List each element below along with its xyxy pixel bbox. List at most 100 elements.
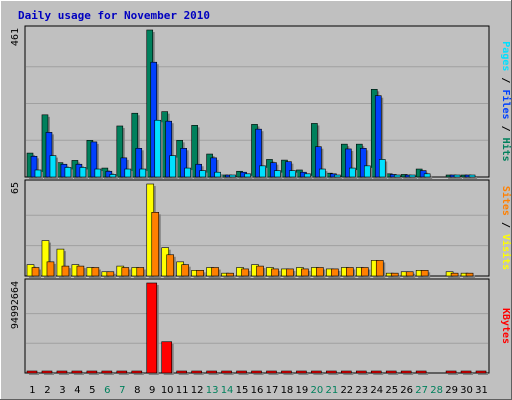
kbytes-bar-kbytes-day-14-shadow	[223, 373, 234, 375]
visits-sites-bar-sites-day-9	[151, 212, 160, 277]
kbytes-bar-kbytes-day-19-shadow	[298, 373, 309, 375]
kbytes-bar-kbytes-day-10	[161, 341, 173, 374]
day-label-4: 4	[74, 385, 80, 396]
hits-files-pages-bar-files-day-7	[120, 157, 128, 178]
kbytes-bar-kbytes-day-20-shadow	[313, 373, 324, 375]
kbytes-bar-kbytes-day-3	[56, 370, 68, 374]
hits-files-pages-bar-files-day-2	[45, 132, 53, 178]
hits-files-pages-bar-hits-day-26-shadow	[403, 176, 410, 179]
hits-files-pages-bar-pages-day-19-shadow	[306, 175, 313, 179]
kbytes-bar-kbytes-day-2	[41, 370, 53, 374]
day-axis: 1 2 3 4 5 6 7 8 9 10 11 12 13 14 15 16 17 18 19 20 21 22 23 24 2…	[29, 385, 488, 396]
kbytes-bar-kbytes-day-4-shadow	[73, 373, 84, 375]
visits-sites-bar-sites-day-16	[256, 265, 264, 277]
hits-files-pages-bar-pages-day-15	[244, 173, 251, 178]
visits-sites-bar-sites-day-30-shadow	[468, 275, 476, 278]
kbytes-bar-kbytes-day-1	[26, 370, 38, 374]
hits-files-pages-legend-separator: /	[500, 71, 511, 89]
visits-sites-bar-sites-day-20	[316, 267, 324, 277]
hits-files-pages-bar-files-day-22	[345, 148, 352, 178]
kbytes-bar-kbytes-day-14	[221, 370, 232, 374]
hits-files-pages-bar-pages-day-14-shadow	[231, 177, 238, 179]
hits-files-pages-bar-pages-day-30	[468, 174, 476, 178]
day-label-22: 22	[340, 385, 353, 396]
hits-files-pages-bar-files-day-21-shadow	[332, 175, 339, 179]
kbytes-bar-kbytes-day-9	[146, 282, 158, 374]
kbytes-bar-kbytes-day-26-shadow	[403, 373, 414, 375]
day-label-10: 10	[161, 385, 174, 396]
visits-sites-bar-sites-day-21	[331, 268, 339, 277]
hits-files-pages-bar-hits-day-29-shadow	[448, 177, 455, 179]
kbytes-bar-kbytes-day-26	[400, 370, 412, 374]
kbytes-bar-kbytes-day-22	[341, 370, 352, 374]
hits-files-pages-bar-pages-day-2	[49, 155, 57, 178]
hits-files-pages-bar-files-day-8	[135, 148, 143, 178]
day-label-8: 8	[134, 385, 140, 396]
hits-files-pages-legend-hits: Hits	[500, 138, 512, 162]
hits-files-pages-bar-pages-day-9	[154, 119, 162, 178]
kbytes-bar-kbytes-day-30	[460, 370, 472, 374]
hits-files-pages-bar-pages-day-7	[124, 168, 132, 178]
visits-sites-bar-sites-day-23	[360, 267, 369, 277]
hits-files-pages-bar-files-day-30-shadow	[467, 177, 474, 179]
hits-files-pages-bar-hits-day-7	[116, 125, 124, 178]
day-label-7: 7	[119, 385, 125, 396]
visits-sites-plot-area	[24, 179, 490, 277]
kbytes-bar-kbytes-day-24	[370, 370, 382, 374]
hits-files-pages-bar-pages-day-14	[229, 174, 236, 178]
visits-sites-bar-sites-day-14	[226, 272, 234, 277]
visits-sites-bar-sites-day-25-shadow	[393, 275, 401, 278]
day-label-6: 6	[104, 385, 110, 396]
kbytes-bar-kbytes-day-23	[355, 370, 367, 374]
hits-files-pages-bar-pages-day-16	[259, 165, 266, 178]
day-label-13: 13	[206, 385, 219, 396]
day-label-16: 16	[251, 385, 264, 396]
hits-files-pages-max-label: 461	[10, 28, 21, 46]
hits-files-pages-bar-pages-day-22	[349, 167, 356, 178]
kbytes-bar-kbytes-day-11-shadow	[178, 373, 189, 375]
hits-files-pages-bar-hits-day-30-shadow	[463, 177, 470, 179]
kbytes-bar-kbytes-day-25-shadow	[388, 373, 399, 375]
visits-sites-bar-sites-day-10	[166, 254, 175, 277]
hits-files-pages-bar-pages-day-29	[453, 174, 461, 178]
kbytes-panel: 94992664 KBytes	[10, 278, 511, 375]
day-label-30: 30	[460, 385, 473, 396]
kbytes-bar-kbytes-day-27	[415, 370, 427, 374]
day-label-24: 24	[370, 385, 383, 396]
kbytes-bar-kbytes-day-12	[191, 370, 202, 374]
hits-files-pages-bar-pages-day-19	[304, 173, 311, 178]
hits-files-pages-bar-files-day-26-shadow	[407, 177, 414, 179]
hits-files-pages-bar-files-day-16	[255, 128, 262, 178]
kbytes-bar-kbytes-day-20	[311, 370, 322, 374]
hits-files-pages-bar-files-day-5	[90, 141, 98, 178]
hits-files-pages-bar-pages-day-25-shadow	[396, 177, 403, 179]
day-label-17: 17	[266, 385, 279, 396]
kbytes-legend-kbytes: KBytes	[500, 308, 511, 344]
visits-sites-bar-sites-day-5	[91, 267, 100, 277]
kbytes-bar-kbytes-day-6	[101, 370, 113, 374]
kbytes-bar-kbytes-day-16	[251, 370, 262, 374]
visits-sites-bar-sites-day-6	[106, 271, 115, 277]
hits-files-pages-bar-pages-day-3	[64, 167, 72, 178]
kbytes-bar-kbytes-day-29	[445, 370, 457, 374]
kbytes-bar-kbytes-day-25	[385, 370, 397, 374]
chart-title: Daily usage for November 2010	[18, 9, 210, 22]
day-label-29: 29	[445, 385, 458, 396]
kbytes-bar-kbytes-day-12-shadow	[193, 373, 204, 375]
hits-files-pages-bar-pages-day-6-shadow	[111, 176, 118, 179]
hits-files-pages-bar-pages-day-26-shadow	[411, 177, 418, 179]
hits-files-pages-bar-pages-day-23	[363, 165, 371, 178]
hits-files-pages-bar-files-day-18	[285, 161, 292, 178]
kbytes-bar-kbytes-day-2-shadow	[43, 373, 54, 375]
kbytes-bar-kbytes-day-4	[71, 370, 83, 374]
visits-sites-bar-sites-day-18	[286, 268, 294, 277]
visits-sites-bar-sites-day-19	[301, 268, 309, 277]
visits-sites-bar-sites-day-11	[181, 264, 189, 277]
kbytes-max-label: 94992664	[10, 281, 21, 329]
visits-sites-bar-sites-day-25	[390, 272, 399, 277]
hits-files-pages-bar-files-day-17	[270, 162, 277, 178]
hits-files-pages-bar-pages-day-21-shadow	[336, 177, 343, 179]
visits-sites-bar-sites-day-3	[61, 265, 70, 277]
kbytes-bar-kbytes-day-29-shadow	[448, 373, 459, 375]
day-label-28: 28	[430, 385, 443, 396]
